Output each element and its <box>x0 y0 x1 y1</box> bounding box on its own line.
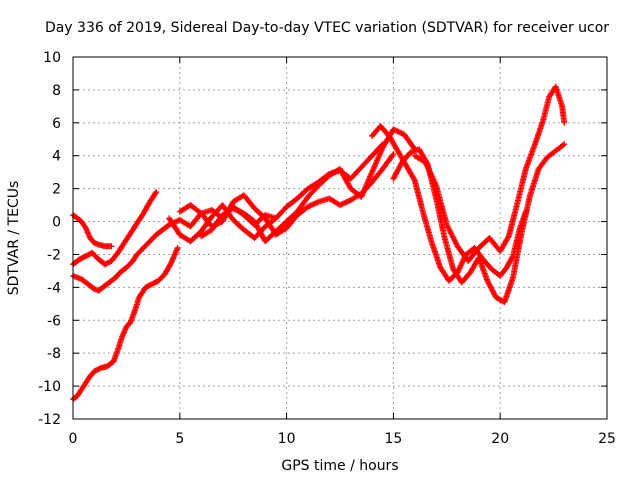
data-point <box>455 266 462 273</box>
data-point <box>391 127 398 134</box>
data-point <box>395 128 402 135</box>
data-point <box>341 200 348 207</box>
data-point <box>389 152 396 159</box>
data-point <box>236 208 243 215</box>
ticks: 0 5 10 15 20 25 -12 -10 -8 -6 -4 -2 0 2 4 6 8 10 <box>38 50 616 447</box>
y-tick-label: -2 <box>47 247 61 263</box>
data-point <box>560 142 567 149</box>
data-layer <box>70 83 568 403</box>
y-tick-label: 6 <box>52 116 61 132</box>
data-point <box>235 207 242 214</box>
data-point <box>458 261 465 268</box>
data-point <box>231 205 238 212</box>
data-point <box>308 201 315 208</box>
y-tick-label: 2 <box>52 182 61 198</box>
data-point <box>410 176 417 183</box>
data-point <box>232 206 239 213</box>
y-tick-label: -12 <box>38 412 61 428</box>
data-point <box>345 198 352 205</box>
data-point <box>390 151 397 158</box>
data-point <box>457 262 464 269</box>
data-point <box>338 201 345 208</box>
x-tick-label: 5 <box>175 431 184 447</box>
x-tick-label: 10 <box>278 431 296 447</box>
y-tick-label: 0 <box>52 215 61 231</box>
data-point <box>167 260 174 267</box>
data-series-track-c <box>70 188 160 268</box>
grid <box>73 57 607 419</box>
data-point <box>398 130 405 137</box>
y-tick-label: -8 <box>47 346 61 362</box>
plot-frame <box>72 56 608 420</box>
data-point <box>311 200 318 207</box>
data-point <box>394 128 401 135</box>
x-tick-label: 0 <box>69 431 78 447</box>
data-point <box>504 234 511 241</box>
data-point <box>238 209 245 216</box>
data-point <box>174 244 181 251</box>
data-point <box>459 258 466 265</box>
y-tick-label: -4 <box>47 280 61 296</box>
data-point <box>152 190 159 197</box>
data-point <box>342 199 349 206</box>
data-point <box>457 263 464 270</box>
data-point <box>314 199 321 206</box>
data-point <box>337 202 343 209</box>
data-point <box>343 199 350 206</box>
x-tick-label: 20 <box>491 431 509 447</box>
data-series-track-a <box>70 211 115 250</box>
data-series-track-g <box>198 126 418 245</box>
y-tick-label: 4 <box>52 149 61 165</box>
data-point <box>561 141 568 148</box>
data-point <box>234 207 241 214</box>
data-point <box>230 205 237 212</box>
x-tick-label: 25 <box>598 431 616 447</box>
data-point <box>306 203 313 210</box>
data-point <box>339 200 346 207</box>
data-point <box>108 243 115 250</box>
y-tick-label: 10 <box>43 50 61 66</box>
data-point <box>456 265 463 272</box>
data-series-track-j <box>411 83 568 265</box>
data-series-track-d <box>70 244 181 403</box>
data-series-track-i <box>390 141 568 306</box>
chart-title: Day 336 of 2019, Sidereal Day-to-day VTE… <box>45 20 609 36</box>
x-axis-title: GPS time / hours <box>281 458 398 474</box>
data-point <box>393 127 400 134</box>
y-tick-label: -6 <box>47 313 61 329</box>
data-point <box>307 202 314 209</box>
data-point <box>304 203 311 210</box>
data-point <box>390 126 397 133</box>
data-point <box>397 129 404 136</box>
data-point <box>312 200 319 207</box>
data-point <box>459 259 466 266</box>
data-point <box>310 201 317 208</box>
data-point <box>561 119 568 126</box>
x-tick-label: 15 <box>384 431 402 447</box>
y-tick-label: 8 <box>52 83 61 99</box>
y-axis-title: SDTVAR / TECUs <box>6 181 22 296</box>
data-point <box>153 188 160 195</box>
y-tick-label: -10 <box>38 379 61 395</box>
